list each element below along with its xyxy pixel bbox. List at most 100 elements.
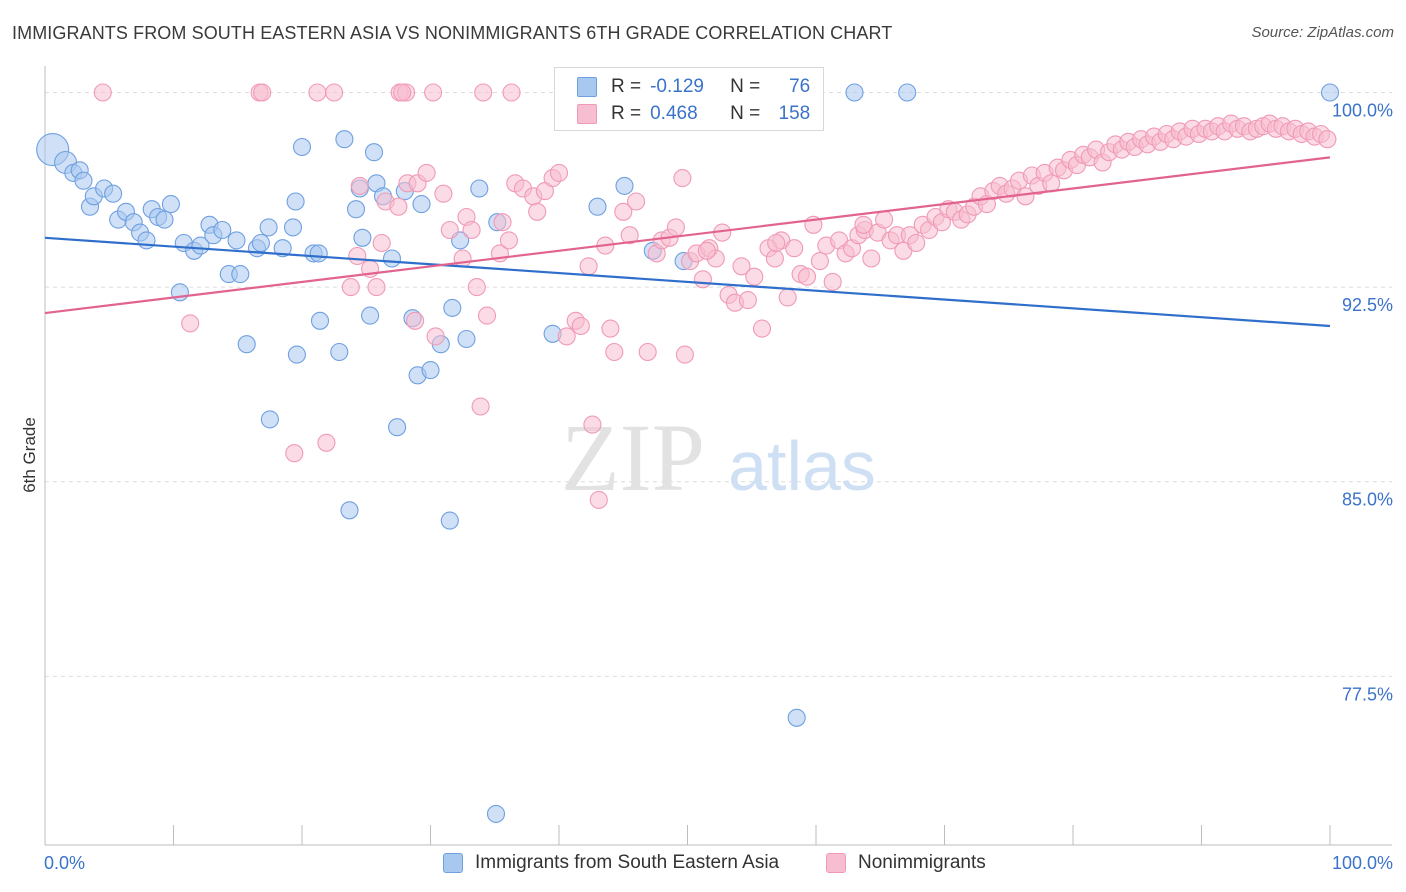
nonimmigrants-point bbox=[474, 83, 493, 102]
nonimmigrants-point bbox=[785, 239, 804, 258]
legend-swatch-nonimmigrants bbox=[577, 104, 597, 124]
nonimmigrants-point bbox=[440, 220, 459, 240]
immigrants-point bbox=[161, 195, 180, 214]
immigrants-point bbox=[310, 311, 330, 330]
y-tick-label: 85.0% bbox=[1342, 490, 1393, 510]
nonimmigrants-point bbox=[325, 83, 344, 102]
nonimmigrants-point bbox=[589, 490, 608, 509]
immigrants-point bbox=[364, 143, 384, 162]
nonimmigrants-point bbox=[253, 83, 272, 102]
immigrants-point bbox=[361, 306, 380, 325]
immigrants-point bbox=[155, 210, 174, 229]
nonimmigrants-point bbox=[745, 267, 764, 286]
trend-lines bbox=[44, 156, 1331, 328]
nonimmigrants-point bbox=[467, 278, 486, 297]
nonimmigrants-point bbox=[557, 327, 576, 346]
nonimmigrants-point bbox=[417, 163, 436, 182]
nonimmigrants-point bbox=[348, 246, 367, 266]
nonimmigrants-point bbox=[693, 270, 712, 289]
nonimmigrants-point bbox=[528, 202, 547, 221]
nonimmigrants-point bbox=[317, 433, 336, 452]
watermark-atlas: atlas bbox=[728, 427, 876, 505]
legend-r-label: R = bbox=[611, 103, 642, 124]
legend-n-label: N = bbox=[730, 76, 761, 97]
nonimmigrants-point bbox=[477, 306, 497, 325]
immigrants-point bbox=[213, 220, 232, 240]
bottom-legend-immigrants: Immigrants from South Eastern Asia bbox=[443, 852, 779, 874]
legend-r-label: R = bbox=[611, 76, 642, 97]
immigrants-point bbox=[104, 184, 123, 203]
nonimmigrants-point bbox=[875, 210, 894, 229]
nonimmigrants-point bbox=[571, 316, 590, 336]
nonimmigrants-point bbox=[549, 163, 569, 182]
nonimmigrants-point bbox=[797, 267, 817, 286]
nonimmigrants-point bbox=[752, 319, 772, 338]
immigrants-point bbox=[412, 195, 431, 214]
series-immigrants-points bbox=[36, 83, 1340, 823]
bottom-legend-nonimmigrants: Nonimmigrants bbox=[826, 852, 986, 874]
nonimmigrants-point bbox=[638, 342, 657, 362]
immigrants-point bbox=[309, 244, 328, 263]
nonimmigrants-point bbox=[434, 184, 453, 203]
immigrants-point bbox=[330, 342, 349, 362]
immigrants-point bbox=[382, 249, 402, 268]
chart-title: IMMIGRANTS FROM SOUTH EASTERN ASIA VS NO… bbox=[12, 23, 893, 43]
bottom-legend-label-immigrants: Immigrants from South Eastern Asia bbox=[475, 852, 780, 873]
immigrants-point bbox=[231, 265, 250, 284]
axes bbox=[44, 66, 1392, 846]
y-axis-label: 6th Grade bbox=[20, 417, 39, 493]
nonimmigrants-point bbox=[583, 415, 602, 434]
immigrants-point bbox=[335, 130, 354, 149]
immigrants-point bbox=[486, 804, 506, 823]
series-nonimmigrants-points bbox=[93, 83, 1337, 509]
y-tick-label: 77.5% bbox=[1342, 684, 1393, 704]
nonimmigrants-point bbox=[499, 231, 518, 250]
nonimmigrants-point bbox=[738, 291, 757, 310]
nonimmigrants-point bbox=[620, 226, 639, 245]
nonimmigrants-point bbox=[341, 278, 360, 297]
legend-row-nonimmigrants: R = 0.468 N = 158 bbox=[577, 102, 810, 126]
immigrants-point bbox=[845, 83, 864, 102]
immigrants-point bbox=[440, 511, 459, 530]
nonimmigrants-point bbox=[579, 257, 598, 276]
bottom-legend-swatch-nonimmigrants bbox=[826, 853, 846, 873]
immigrants-point bbox=[273, 239, 292, 258]
nonimmigrants-point bbox=[502, 83, 521, 102]
nonimmigrants-point bbox=[426, 327, 445, 346]
nonimmigrants-point bbox=[393, 83, 412, 102]
nonimmigrants-point bbox=[181, 314, 200, 333]
nonimmigrants-point bbox=[627, 192, 646, 211]
gridlines bbox=[45, 91, 1392, 677]
y-tick-label: 92.5% bbox=[1342, 295, 1393, 315]
nonimmigrants-point bbox=[367, 278, 386, 297]
nonimmigrants-point bbox=[605, 342, 624, 362]
immigrants-trend-line bbox=[44, 236, 1331, 328]
immigrants-point bbox=[287, 345, 306, 364]
nonimmigrants-point bbox=[1318, 130, 1337, 149]
immigrants-point bbox=[388, 418, 407, 437]
nonimmigrants-point bbox=[862, 249, 881, 268]
immigrants-point bbox=[227, 231, 246, 250]
immigrants-point bbox=[74, 171, 93, 190]
immigrants-point bbox=[259, 218, 278, 237]
stats-legend: R = -0.129 N = 76 R = 0.468 N = 158 bbox=[554, 67, 824, 131]
nonimmigrants-point bbox=[765, 249, 784, 268]
immigrants-point bbox=[260, 410, 279, 429]
legend-n-value: 158 bbox=[778, 103, 811, 124]
y-tick-label: 100.0% bbox=[1332, 100, 1393, 120]
immigrants-point bbox=[340, 501, 359, 520]
immigrants-point bbox=[787, 708, 806, 727]
immigrants-point bbox=[237, 335, 256, 354]
x-tick-label-right: 100.0% bbox=[1332, 853, 1393, 873]
nonimmigrants-point bbox=[308, 83, 327, 102]
nonimmigrants-point bbox=[285, 444, 304, 463]
legend-r-value: 0.468 bbox=[650, 103, 698, 124]
legend-swatch-immigrants bbox=[577, 77, 597, 97]
nonimmigrants-point bbox=[823, 272, 842, 291]
immigrants-point bbox=[588, 197, 607, 216]
nonimmigrants-point bbox=[406, 311, 425, 330]
immigrants-point bbox=[346, 200, 366, 219]
immigrants-point bbox=[1320, 83, 1340, 102]
nonimmigrants-point bbox=[601, 319, 620, 338]
